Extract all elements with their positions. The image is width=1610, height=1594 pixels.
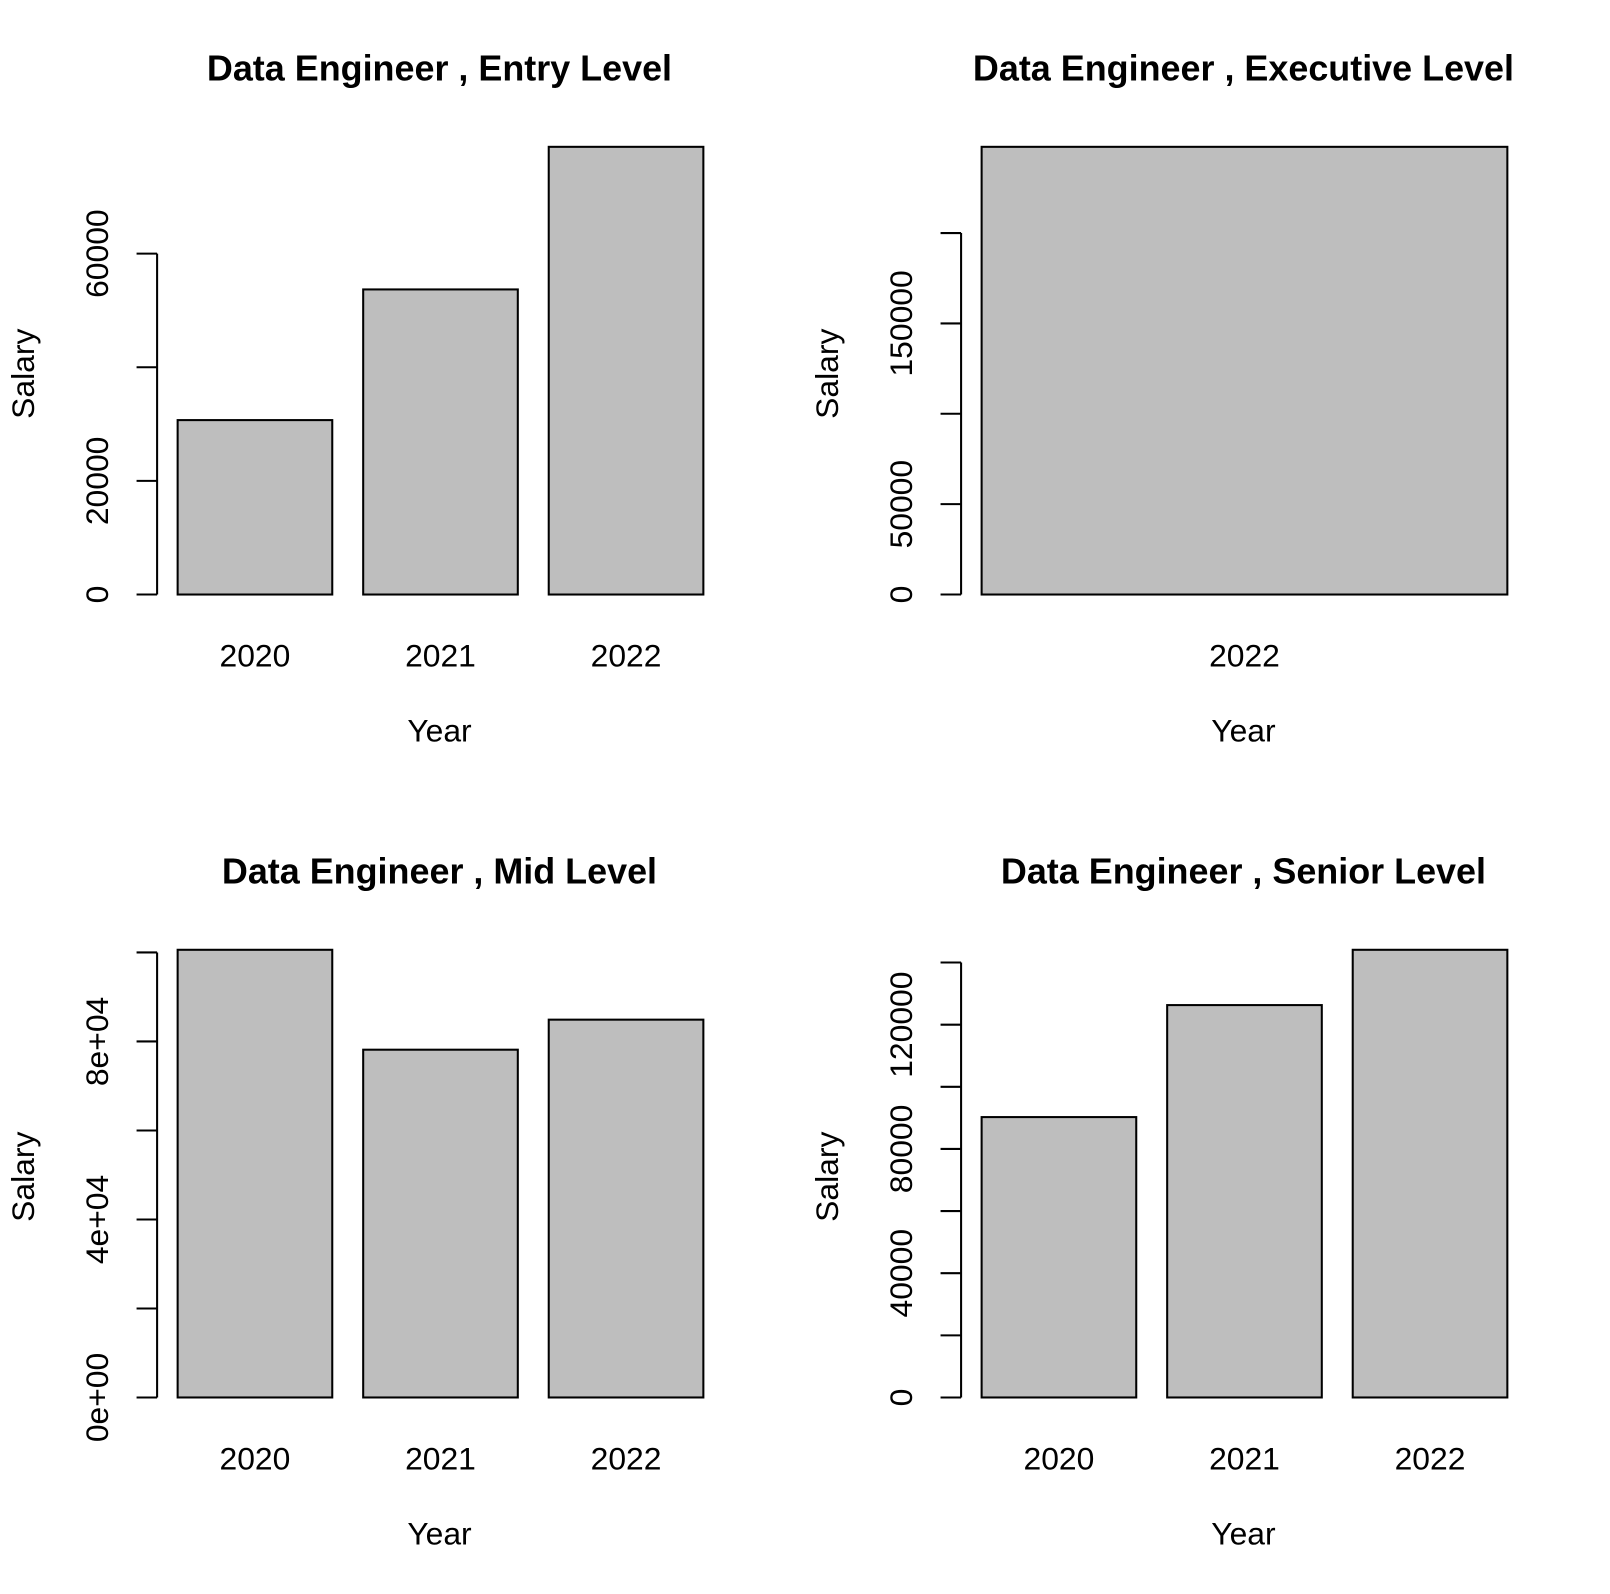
chart-title: Data Engineer , Senior Level <box>1001 850 1486 891</box>
y-tick-label: 60000 <box>79 209 115 298</box>
bar <box>1351 948 1509 1399</box>
panels: Data Engineer , Entry Level Year Salary 0 20… <box>5 47 1514 1551</box>
y-tick-label: 150000 <box>883 270 919 376</box>
bar <box>1166 1004 1323 1399</box>
y-tick-label: 80000 <box>883 1105 919 1194</box>
y-tick-label: 40000 <box>883 1229 919 1318</box>
y-tick-label: 120000 <box>883 972 919 1078</box>
y-tick-label: 4e+04 <box>79 1175 115 1264</box>
chart-title: Data Engineer , Mid Level <box>222 850 657 891</box>
y-axis-label: Salary <box>809 329 845 419</box>
x-axis-label: Year <box>1211 1515 1276 1551</box>
y-tick-label: 0e+00 <box>79 1353 115 1442</box>
y-tick-label: 50000 <box>883 460 919 549</box>
x-tick-label: 2022 <box>1209 638 1280 674</box>
panel: Data Engineer , Executive Level Year Salar… <box>809 47 1514 748</box>
y-axis-label: Salary <box>809 1132 845 1222</box>
bar <box>547 1018 705 1399</box>
y-tick-label: 8e+04 <box>79 997 115 1086</box>
bar <box>176 419 334 596</box>
y-tick-label: 0 <box>883 1389 919 1407</box>
y-axis-label: Salary <box>5 329 41 419</box>
x-axis-label: Year <box>1211 713 1276 749</box>
y-tick-label: 20000 <box>79 437 115 526</box>
x-tick-label: 2020 <box>1024 1441 1095 1477</box>
panel: Data Engineer , Mid Level Year Salary 0e+00… <box>5 850 705 1551</box>
x-tick-label: 2022 <box>1395 1441 1466 1477</box>
x-axis-label: Year <box>407 713 472 749</box>
panel: Data Engineer , Senior Level Year Salary 0 4… <box>809 850 1509 1551</box>
bar <box>362 1048 519 1399</box>
bar <box>980 145 1509 596</box>
bar <box>547 145 705 596</box>
x-axis-label: Year <box>407 1515 472 1551</box>
bar <box>362 288 519 596</box>
x-tick-label: 2020 <box>220 1441 291 1477</box>
x-tick-label: 2021 <box>405 1441 476 1477</box>
x-tick-label: 2020 <box>220 638 291 674</box>
y-tick-label: 0 <box>79 586 115 604</box>
x-tick-label: 2021 <box>405 638 476 674</box>
bar <box>980 1116 1138 1399</box>
y-tick-label: 0 <box>883 586 919 604</box>
y-axis-label: Salary <box>5 1132 41 1222</box>
x-tick-label: 2022 <box>591 638 662 674</box>
chart-title: Data Engineer , Executive Level <box>973 47 1514 88</box>
panel: Data Engineer , Entry Level Year Salary 0 20… <box>5 47 705 749</box>
bar <box>176 948 334 1399</box>
chart-title: Data Engineer , Entry Level <box>207 47 672 88</box>
x-tick-label: 2021 <box>1209 1441 1280 1477</box>
x-tick-label: 2022 <box>591 1441 662 1477</box>
